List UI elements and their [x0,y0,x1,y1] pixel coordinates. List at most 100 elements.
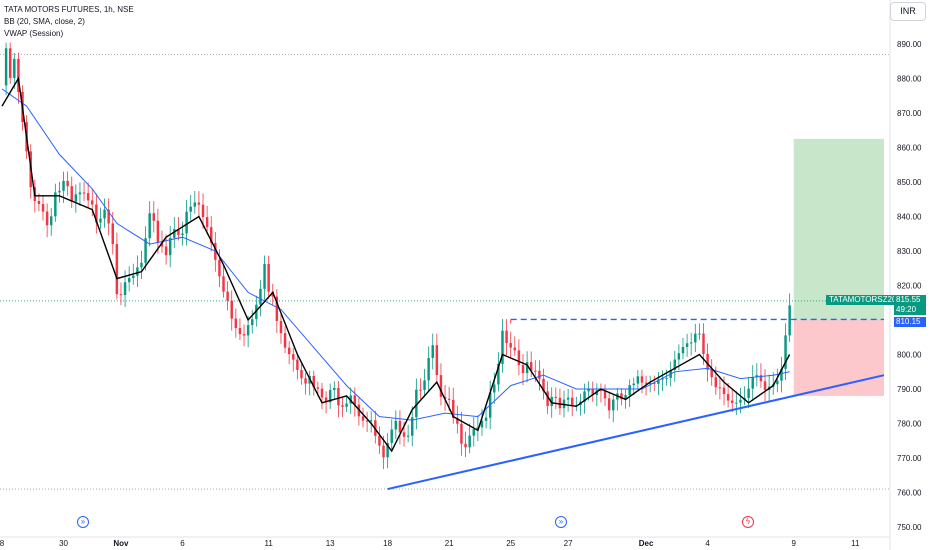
candle-body [103,209,106,219]
candle-body [222,276,225,292]
candle-body [136,267,139,276]
candle-body [49,216,53,226]
y-tick-label: 830.00 [897,247,922,256]
candle-body [566,397,570,400]
candle-body [698,333,701,335]
candle-body [398,420,402,433]
lightning-event-icon[interactable]: ϟ [742,516,754,528]
candle-body [673,359,677,370]
candle-body [624,395,627,400]
candle-body [41,204,45,212]
candle-body [755,375,759,377]
candle-body [726,394,730,401]
y-tick-label: 840.00 [897,213,922,222]
x-tick-label: 27 [564,539,573,548]
candle-body [66,180,69,187]
candle-body [628,385,631,396]
candle-body [345,403,348,407]
candle-body [780,368,783,381]
candle-body [653,382,656,384]
candle-body [4,48,8,86]
candle-body [234,318,238,329]
candle-body [316,387,320,389]
candle-body [181,233,184,235]
y-tick-label: 800.00 [897,351,922,360]
x-tick-label: Dec [639,539,654,548]
candle-body [365,420,369,422]
candle-body [328,390,332,403]
candle-body [415,389,418,418]
symbol-title[interactable]: TATA MOTORS FUTURES, 1h, NSE [4,5,134,14]
candle-body [78,192,82,195]
candle-body [156,220,160,243]
candle-body [148,213,151,239]
y-tick-label: 790.00 [897,385,922,394]
candle-body [776,380,779,385]
x-tick-label: 11 [264,539,273,548]
candle-body [640,376,644,383]
bollinger-legend[interactable]: BB (20, SMA, close, 2) [4,17,85,26]
candle-body [193,202,197,207]
candle-body [283,333,287,348]
price-axis: 750.00760.00770.00780.00790.00800.00810.… [889,0,922,550]
candle-body [242,334,246,336]
candle-body [599,390,603,392]
candle-body [497,363,500,385]
forward-event-icon[interactable]: » [555,516,567,528]
candle-body [452,399,455,418]
candle-body [558,397,562,409]
candle-body [747,388,750,398]
candle-body [8,48,12,78]
x-tick-label: 25 [506,539,515,548]
candle-body [337,387,340,406]
candle-body [484,417,488,421]
candle-body [406,435,410,437]
y-tick-label: 870.00 [897,109,922,118]
candle-body [246,325,250,336]
candle-body [402,432,406,437]
candle-body [718,387,722,389]
candle-body [95,204,98,223]
horizontal-levels [0,53,890,490]
level-price-tag: 810.15 [894,317,926,327]
candle-body [58,190,61,193]
candle-body [706,353,709,370]
candle-body [513,347,517,351]
symbol-price-tag: TATAMOTORSZ2024 [826,295,909,305]
candle-body [525,362,529,374]
candle-body [378,435,381,446]
candle-body [665,377,668,379]
candle-body [320,388,324,398]
candle-body [460,423,463,444]
y-tick-label: 850.00 [897,178,922,187]
candle-body [648,382,652,384]
candle-body [205,217,209,228]
candle-body [468,435,471,448]
candle-body [714,377,718,388]
candle-body [394,420,398,430]
candle-body [13,58,16,78]
candle-body [472,429,475,436]
candle-body [300,369,303,379]
candle-body [447,398,451,400]
currency-button[interactable]: INR [890,2,926,21]
stop-zone [793,319,884,396]
candle-body [677,353,681,360]
vwap-legend[interactable]: VWAP (Session) [4,29,64,38]
candle-body [70,186,73,202]
candle-body [722,387,726,395]
forward-event-icon[interactable]: » [77,516,89,528]
candle-body [152,213,156,221]
candle-body [296,359,299,370]
candle-body [115,244,119,295]
candle-body [304,378,307,384]
x-tick-label: 18 [383,539,392,548]
candle-body [37,201,41,205]
candle-body [509,343,512,348]
candle-body [583,391,586,402]
candle-body [517,350,521,366]
candle-body [341,405,344,407]
indicator-lines [1,76,885,491]
candle-body [267,263,270,292]
